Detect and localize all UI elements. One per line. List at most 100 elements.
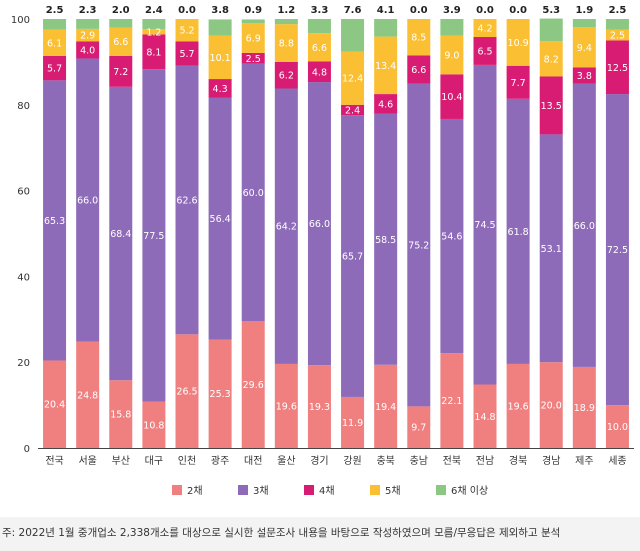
segment-value-label: 2.4 xyxy=(345,105,360,116)
bar-segment xyxy=(605,19,629,30)
top-value-label: 2.4 xyxy=(145,5,163,16)
top-value-label: 2.5 xyxy=(46,5,64,16)
bar-segment xyxy=(274,61,298,89)
segment-value-label: 18.9 xyxy=(574,403,595,414)
bar-segment xyxy=(539,18,563,42)
category-label: 강원 xyxy=(343,455,361,467)
bar-segment xyxy=(274,363,298,448)
segment-value-label: 72.5 xyxy=(607,245,628,256)
segment-value-label: 29.6 xyxy=(243,380,264,391)
category-label: 전국 xyxy=(45,455,63,467)
bar-segment xyxy=(440,353,464,448)
segment-value-label: 7.2 xyxy=(113,67,128,78)
bar-segment xyxy=(473,37,497,65)
bar-segment xyxy=(440,35,464,75)
bar-segment xyxy=(374,19,398,37)
segment-value-label: 10.0 xyxy=(607,422,628,433)
category-label: 제주 xyxy=(575,455,593,467)
bar-segment xyxy=(506,19,530,66)
segment-value-label: 2.5 xyxy=(610,31,625,42)
segment-value-label: 12.5 xyxy=(607,63,628,74)
segment-value-label: 22.1 xyxy=(441,396,462,407)
y-tick-label: 60 xyxy=(17,187,30,198)
bar-segment xyxy=(274,24,298,62)
bar-segment xyxy=(374,94,398,114)
footnote: 주: 2022년 1월 중개업소 2,338개소를 대상으로 실시한 설문조사 … xyxy=(2,527,561,539)
segment-value-label: 56.4 xyxy=(210,214,231,225)
bar-segment xyxy=(605,405,629,448)
bar-segment xyxy=(539,362,563,448)
segment-value-label: 53.1 xyxy=(541,244,562,255)
bar-segment xyxy=(341,396,365,448)
bar-segment xyxy=(572,67,596,84)
segment-value-label: 4.0 xyxy=(80,45,95,56)
category-label: 경남 xyxy=(542,454,560,467)
bar-segment xyxy=(572,19,596,28)
category-label: 인천 xyxy=(178,455,196,467)
segment-value-label: 8.5 xyxy=(411,33,426,44)
bar-segment xyxy=(506,98,530,364)
segment-value-label: 8.2 xyxy=(544,54,559,65)
bar-segment xyxy=(208,19,232,36)
category-label: 부산 xyxy=(112,455,130,467)
bar-segment xyxy=(43,29,67,56)
bar-segment xyxy=(572,83,596,367)
bar-segment xyxy=(109,380,133,448)
segment-value-label: 65.3 xyxy=(44,216,65,227)
bar-segment xyxy=(605,29,629,41)
bar-segment xyxy=(341,104,365,116)
segment-value-label: 5.7 xyxy=(179,49,194,60)
segment-value-label: 13.5 xyxy=(541,101,562,112)
bar-segment xyxy=(473,19,497,38)
top-value-label: 0.0 xyxy=(476,5,494,16)
segment-value-label: 20.4 xyxy=(44,400,65,411)
segment-value-label: 5.7 xyxy=(47,64,62,75)
y-tick-label: 80 xyxy=(17,101,30,112)
segment-value-label: 13.4 xyxy=(375,61,396,72)
bar-segment xyxy=(43,55,67,81)
segment-value-label: 66.0 xyxy=(77,196,98,207)
category-label: 울산 xyxy=(277,455,295,467)
stacked-bar-chart: 0 20 40 60 80 100 전국 서울 부산 대구 인천 광주 대전 울산 경기 강원 충북 충남 전북 전남… xyxy=(11,5,634,497)
segment-value-label: 6.6 xyxy=(113,37,128,48)
y-tick-label: 0 xyxy=(24,444,30,455)
legend-swatch xyxy=(238,485,248,495)
segment-value-label: 8.1 xyxy=(146,47,161,58)
bar-segment xyxy=(440,19,464,36)
legend-swatch xyxy=(436,485,446,495)
segment-value-label: 6.2 xyxy=(279,71,294,82)
segment-value-label: 2.9 xyxy=(80,31,95,42)
bar-segment xyxy=(374,36,398,95)
bar-segment xyxy=(109,86,133,381)
bar-segment xyxy=(440,74,464,119)
segment-value-label: 4.6 xyxy=(378,99,393,110)
segment-value-label: 9.4 xyxy=(577,43,592,54)
bars-layer xyxy=(43,18,629,448)
category-label: 세종 xyxy=(608,455,626,467)
legend-label: 5채 xyxy=(385,485,401,497)
segment-value-label: 54.6 xyxy=(441,232,462,243)
bar-segment xyxy=(605,40,629,95)
bar-segment xyxy=(341,51,365,105)
bar-segment xyxy=(506,363,530,448)
bar-segment xyxy=(109,55,133,87)
bar-segment xyxy=(341,115,365,397)
bar-segment xyxy=(43,19,67,30)
bar-segment xyxy=(572,366,596,448)
segment-value-label: 58.5 xyxy=(375,235,396,246)
bar-segment xyxy=(109,19,133,28)
bar-segment xyxy=(307,61,331,83)
segment-value-label: 66.0 xyxy=(574,221,595,232)
segment-value-label: 20.0 xyxy=(541,401,562,412)
segment-value-label: 74.5 xyxy=(474,220,495,231)
bar-segment xyxy=(76,19,100,29)
legend-swatch xyxy=(172,485,182,495)
footnote-band xyxy=(0,517,640,551)
segment-value-label: 65.7 xyxy=(342,252,363,263)
bar-segment xyxy=(175,334,199,448)
legend-swatch xyxy=(304,485,314,495)
bar-segment xyxy=(374,113,398,365)
bar-segment xyxy=(572,27,596,68)
segment-value-label: 19.3 xyxy=(309,402,330,413)
legend-label: 2채 xyxy=(187,485,203,497)
